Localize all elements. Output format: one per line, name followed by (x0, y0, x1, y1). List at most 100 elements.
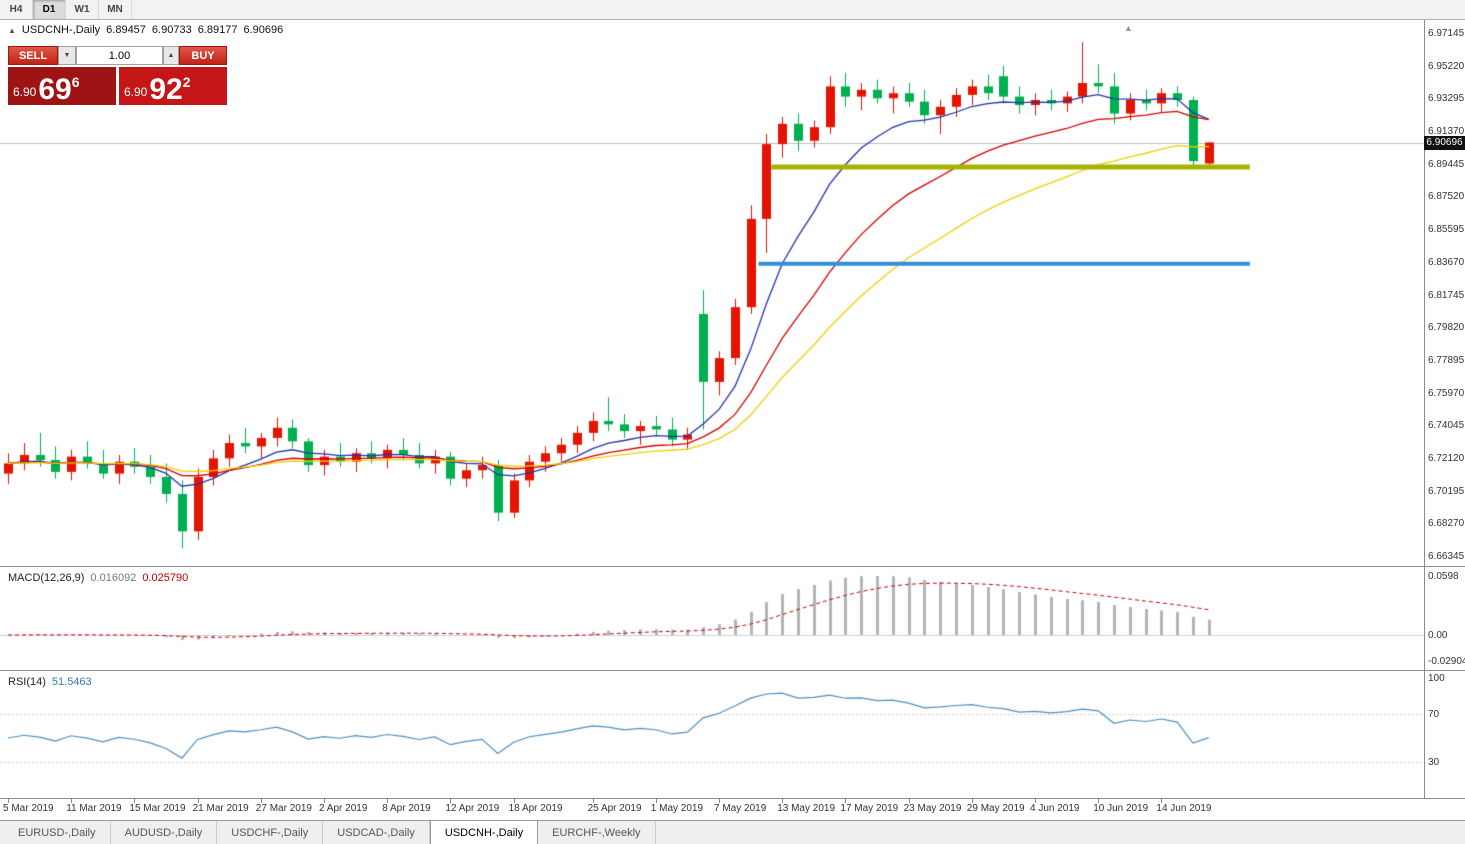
chart-tab-usdchf-daily[interactable]: USDCHF-,Daily (217, 821, 324, 844)
price-axis-label: 6.89445 (1428, 158, 1465, 170)
chart-tab-bar: EURUSD-,Daily AUDUSD-,Daily USDCHF-,Daily U… (0, 820, 1465, 844)
price-axis-label: 6.75970 (1428, 387, 1465, 399)
pane-separator (0, 798, 1465, 799)
volume-spinner-icon[interactable]: ▲ (163, 46, 179, 65)
price-axis-label: 6.74045 (1428, 420, 1465, 432)
rsi-axis-label: 70 (1428, 709, 1440, 720)
buy-price-display[interactable]: 6.90 92 2 (119, 67, 227, 105)
date-axis-label: 29 May 2019 (966, 803, 1025, 814)
ohlc-open: 6.89457 (106, 24, 146, 36)
rsi-header: RSI(14) 51.5463 (8, 676, 92, 688)
price-axis-label: 6.91370 (1428, 126, 1465, 138)
timeframe-button-h4[interactable]: H4 (0, 0, 33, 19)
chart-symbol-label: USDCNH-,Daily (21, 24, 101, 36)
date-axis-tick (1035, 799, 1036, 803)
sell-price-display[interactable]: 6.90 69 6 (8, 67, 116, 105)
one-click-trade-panel: SELL ▼ ▲ BUY 6.90 69 6 6.90 92 2 (8, 46, 227, 105)
pane-separator[interactable] (0, 670, 1465, 671)
macd-axis-label: -0.029049 (1428, 656, 1465, 667)
price-axis-label: 6.87520 (1428, 191, 1465, 203)
chart-header: ▲ USDCNH-,Daily 6.89457 6.90733 6.89177 … (8, 24, 283, 36)
macd-axis-label: 0.00 (1428, 630, 1448, 641)
price-axis-label: 6.72120 (1428, 452, 1465, 464)
date-axis-label: 23 May 2019 (903, 803, 962, 814)
date-axis-tick (1098, 799, 1100, 803)
chart-tab-eurchf-weekly[interactable]: EURCHF-,Weekly (538, 821, 656, 844)
price-axis-label: 6.97145 (1428, 27, 1465, 39)
buy-button[interactable]: BUY (179, 46, 227, 65)
date-axis-label: 11 Mar 2019 (66, 803, 122, 814)
collapse-trade-panel-icon[interactable]: ▲ (8, 25, 16, 35)
date-axis-label: 21 Mar 2019 (192, 803, 249, 814)
ohlc-low: 6.89177 (197, 24, 238, 36)
chart-tab-audusd-daily[interactable]: AUDUSD-,Daily (111, 821, 218, 844)
current-price-tag: 6.90696 (1424, 135, 1465, 150)
macd-indicator-chart[interactable] (0, 569, 1424, 669)
sell-price-pip-digit: 6 (71, 74, 80, 90)
date-axis-label: 25 Apr 2019 (587, 803, 642, 814)
date-axis-tick (513, 799, 515, 803)
ohlc-close: 6.90696 (243, 24, 284, 36)
main-price-chart[interactable] (0, 20, 1424, 566)
price-axis-label: 6.77895 (1428, 354, 1465, 366)
date-axis-tick (260, 799, 262, 803)
macd-signal-value: 0.025790 (142, 572, 189, 584)
rsi-axis-label: 30 (1428, 757, 1440, 768)
rsi-value: 51.5463 (51, 676, 92, 688)
price-axis-label: 6.85595 (1428, 224, 1465, 236)
price-axis-label: 6.81745 (1428, 289, 1465, 301)
date-axis-label: 15 Mar 2019 (129, 803, 186, 814)
date-axis-tick (450, 799, 452, 803)
price-axis-label: 6.95220 (1428, 60, 1465, 72)
buy-price-big-digits: 92 (149, 73, 183, 106)
date-axis-tick (8, 799, 9, 803)
price-axis-label: 6.79820 (1428, 322, 1465, 334)
timeframe-button-mn[interactable]: MN (99, 0, 132, 19)
date-axis-label: 14 Jun 2019 (1156, 803, 1212, 814)
macd-header: MACD(12,26,9) 0.016092 0.025790 (8, 572, 188, 584)
chart-region: ▲ USDCNH-,Daily 6.89457 6.90733 6.89177 … (0, 20, 1465, 820)
timeframe-button-d1[interactable]: D1 (33, 0, 66, 19)
date-axis-label: 4 Jun 2019 (1030, 803, 1080, 814)
date-axis-label: 27 Mar 2019 (255, 803, 312, 814)
buy-price-pip-digit: 2 (182, 74, 191, 90)
price-axis-label: 6.70195 (1428, 485, 1465, 497)
date-axis-label: 1 May 2019 (650, 803, 704, 814)
date-axis-label: 7 May 2019 (714, 803, 767, 814)
date-axis-tick (197, 799, 199, 803)
sell-price-prefix: 6.90 (13, 85, 37, 99)
date-axis-tick (1161, 799, 1163, 803)
date-axis-label: 5 Mar 2019 (3, 803, 54, 814)
date-axis-tick (845, 799, 847, 803)
date-axis-tick (719, 799, 720, 803)
date-axis-label: 17 May 2019 (840, 803, 899, 814)
chart-shift-marker-icon: ▲ (1124, 23, 1133, 33)
timeframe-button-w1[interactable]: W1 (66, 0, 99, 19)
sell-button[interactable]: SELL (8, 46, 58, 65)
date-axis-label: 12 Apr 2019 (445, 803, 500, 814)
price-axis-label: 6.83670 (1428, 256, 1465, 268)
volume-dropdown-icon[interactable]: ▼ (58, 46, 76, 65)
rsi-indicator-chart[interactable] (0, 672, 1424, 798)
volume-input[interactable] (76, 46, 163, 65)
pane-separator[interactable] (0, 566, 1465, 567)
date-axis-tick (655, 799, 657, 803)
date-axis-tick (134, 799, 136, 803)
sell-price-big-digits: 69 (38, 73, 72, 106)
macd-axis-label: 0.0598 (1428, 571, 1459, 582)
price-axis-border (1424, 20, 1425, 798)
chart-tab-usdcnh-daily[interactable]: USDCNH-,Daily (429, 821, 539, 844)
date-axis-tick (782, 799, 784, 803)
rsi-axis-label: 100 (1428, 673, 1445, 684)
date-axis-tick (324, 799, 325, 803)
date-axis-label: 10 Jun 2019 (1093, 803, 1149, 814)
chart-tab-eurusd-daily[interactable]: EURUSD-,Daily (4, 821, 111, 844)
date-axis-tick (387, 799, 389, 803)
date-axis-label: 8 Apr 2019 (382, 803, 431, 814)
macd-main-value: 0.016092 (90, 572, 137, 584)
price-axis-label: 6.93295 (1428, 93, 1465, 105)
date-axis-tick (592, 799, 594, 803)
chart-tab-usdcad-daily[interactable]: USDCAD-,Daily (323, 821, 430, 844)
timeframe-toolbar: H4 D1 W1 MN (0, 0, 1465, 20)
date-axis-label: 2 Apr 2019 (319, 803, 368, 814)
